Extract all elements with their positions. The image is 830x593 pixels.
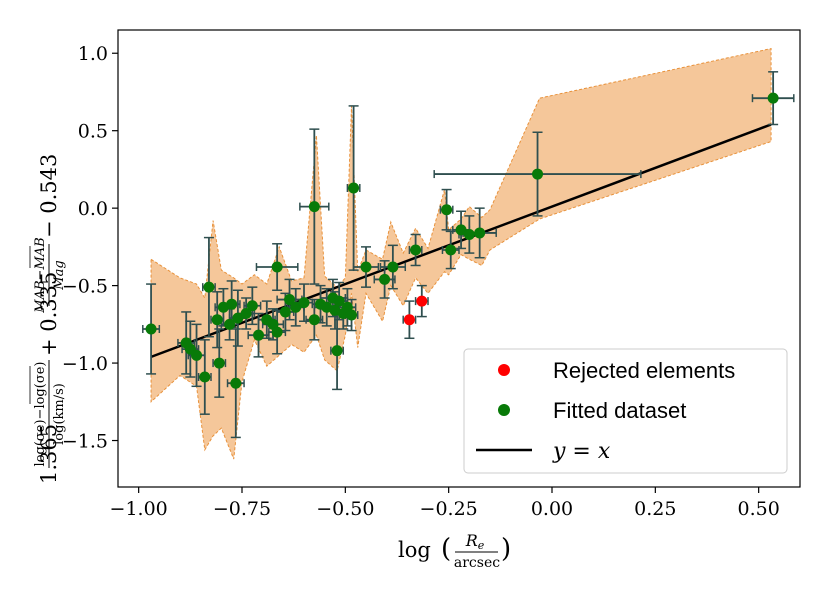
y-tick-label: 1.0 bbox=[78, 43, 108, 65]
fitted-point bbox=[333, 295, 345, 307]
y-tick-label: 0.5 bbox=[78, 121, 108, 143]
y-tick-label: −1.5 bbox=[62, 431, 108, 453]
fitted-point bbox=[271, 326, 283, 338]
fitted-point bbox=[230, 377, 242, 389]
fitted-point bbox=[445, 244, 457, 256]
x-axis-title-paren-right: ) bbox=[501, 534, 511, 564]
rejected-point bbox=[403, 314, 415, 326]
fitted-point bbox=[455, 224, 467, 236]
confidence-band bbox=[150, 47, 772, 460]
y-axis-ticks: −1.5 −1.0 −0.5 0.0 0.5 1.0 bbox=[62, 43, 118, 453]
legend-line-label: y = x bbox=[552, 439, 611, 464]
fitted-point bbox=[360, 261, 372, 273]
legend-fitted-marker bbox=[498, 404, 510, 416]
fitted-point bbox=[767, 92, 779, 104]
fitted-point bbox=[199, 371, 211, 383]
fitted-point bbox=[279, 306, 291, 318]
fitted-point bbox=[348, 182, 360, 194]
rejected-point bbox=[416, 295, 428, 307]
fitted-point bbox=[213, 357, 225, 369]
fitted-point bbox=[346, 309, 358, 321]
fitted-point bbox=[329, 304, 341, 316]
fitted-point bbox=[290, 301, 302, 313]
y-axis-title-frac1-den: log(km/s) bbox=[52, 383, 67, 445]
x-axis-title-paren-left: ( bbox=[441, 534, 451, 564]
y-axis-title: 1.365 log(σe)−log(σe) log(km/s) + 0.335 … bbox=[29, 154, 67, 484]
fitted-point bbox=[410, 244, 422, 256]
fitted-point bbox=[232, 312, 244, 324]
fitted-point bbox=[321, 301, 333, 313]
x-axis-ticks: −1.00 −0.75 −0.50 −0.25 0.00 0.25 0.50 bbox=[110, 487, 780, 520]
y-tick-label: −1.0 bbox=[62, 353, 108, 375]
plot-frame bbox=[117, 29, 801, 488]
x-axis-title-log: log bbox=[398, 538, 431, 562]
fitted-point bbox=[308, 201, 320, 213]
fitted-point bbox=[211, 314, 223, 326]
x-axis-title: log ( Re arcsec ) bbox=[398, 531, 511, 571]
fitted-point bbox=[203, 281, 215, 293]
fitted-point bbox=[226, 298, 238, 310]
fitted-point bbox=[298, 297, 310, 309]
fitted-point bbox=[271, 261, 283, 273]
y-axis-title-frac1-num: log(σe)−log(σe) bbox=[33, 362, 48, 467]
fitted-point bbox=[240, 307, 252, 319]
legend-rejected-marker bbox=[498, 364, 510, 376]
y-tick-label: 0.0 bbox=[78, 198, 108, 220]
y-axis-title-frac2-num: MAB−MAB bbox=[33, 237, 48, 313]
fitted-point bbox=[463, 228, 475, 240]
fitted-point bbox=[379, 273, 391, 285]
fitted-point bbox=[331, 345, 343, 357]
fitted-point bbox=[441, 204, 453, 216]
x-axis-title-denominator: arcsec bbox=[454, 555, 500, 571]
legend: Rejected elements Fitted dataset y = x bbox=[463, 348, 788, 474]
fitted-point bbox=[246, 300, 258, 312]
legend-fitted-label: Fitted dataset bbox=[553, 398, 686, 423]
fitted-point bbox=[224, 318, 236, 330]
x-tick-label: −0.25 bbox=[420, 498, 478, 520]
fitted-point bbox=[253, 329, 265, 341]
fitted-point bbox=[217, 301, 229, 313]
x-tick-label: −1.00 bbox=[110, 498, 168, 520]
fitted-point bbox=[532, 168, 544, 180]
fitted-point bbox=[284, 294, 296, 306]
confidence-band-layer bbox=[150, 47, 772, 460]
y-tick-label: −0.5 bbox=[62, 276, 108, 298]
legend-box bbox=[463, 348, 788, 474]
x-tick-label: 0.00 bbox=[531, 498, 573, 520]
y-axis-title-const: − 0.543 bbox=[37, 154, 61, 238]
x-tick-label: −0.50 bbox=[316, 498, 374, 520]
point-layer bbox=[145, 92, 779, 389]
fitted-point bbox=[145, 323, 157, 335]
x-tick-label: 0.50 bbox=[738, 498, 780, 520]
legend-rejected-label: Rejected elements bbox=[553, 358, 735, 383]
x-axis-title-numerator: Re bbox=[465, 531, 485, 552]
fitted-point bbox=[308, 314, 320, 326]
x-tick-label: 0.25 bbox=[634, 498, 676, 520]
fitted-point bbox=[191, 349, 203, 361]
y-axis-title-frac2-den: Mag bbox=[52, 260, 67, 290]
fitted-point bbox=[474, 227, 486, 239]
x-tick-label: −0.75 bbox=[213, 498, 271, 520]
fitted-point bbox=[387, 261, 399, 273]
